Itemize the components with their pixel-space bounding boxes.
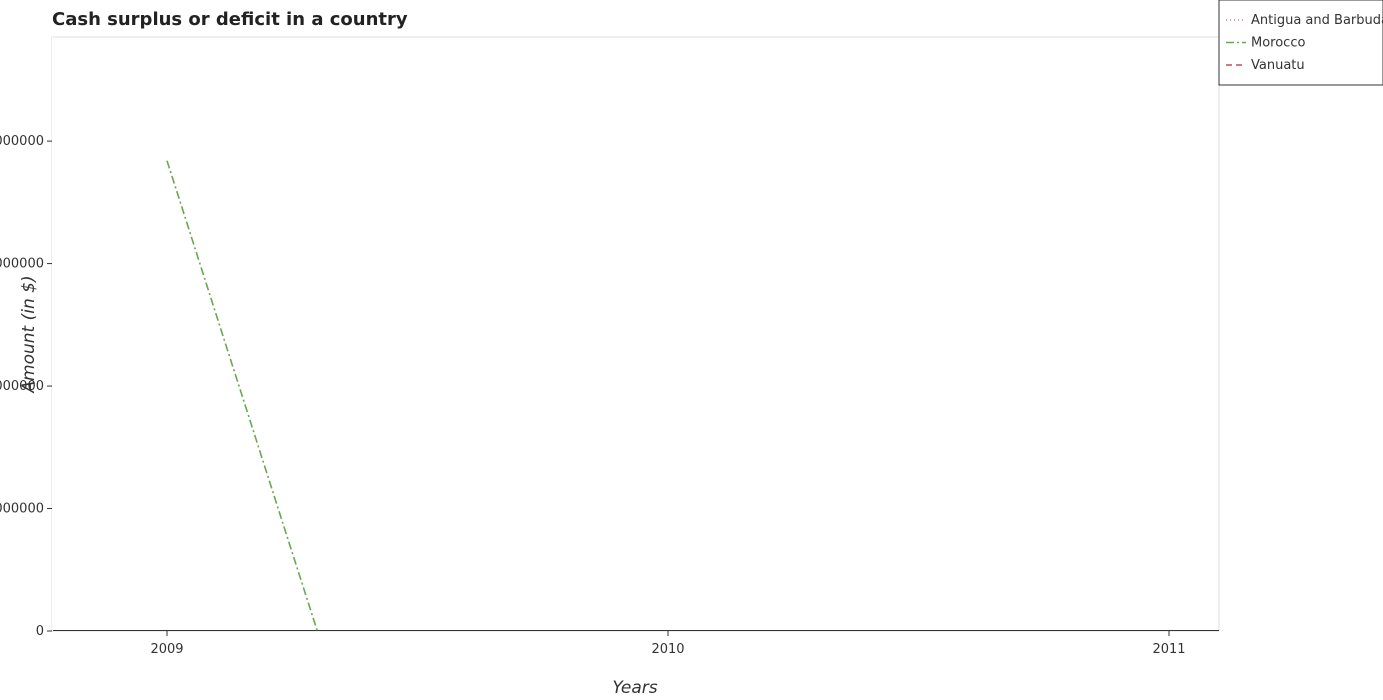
- x-axis-label: Years: [612, 678, 657, 698]
- legend-label: Vanuatu: [1251, 58, 1305, 73]
- y-tick-label: 4000000000: [0, 379, 44, 394]
- x-axis-ticks: 2009 2010 2011: [150, 631, 1186, 657]
- chart-title: Cash surplus or deficit in a country: [52, 9, 408, 30]
- y-axis-label: Amount (in $): [19, 275, 39, 393]
- x-tick-label: 2009: [150, 642, 183, 657]
- y-tick-label: 6000000000: [0, 257, 44, 272]
- legend-label: Antigua and Barbuda: [1251, 13, 1383, 28]
- series-layer: [166, 160, 319, 632]
- x-tick-label: 2011: [1152, 642, 1185, 657]
- y-tick-label: 2000000000: [0, 502, 44, 517]
- x-tick-label: 2010: [651, 642, 684, 657]
- y-tick-label: 8000000000: [0, 134, 44, 149]
- y-axis-ticks: 0 2000000000 4000000000 6000000000 800000000…: [0, 134, 52, 639]
- legend: Antigua and Barbuda Morocco Vanuatu: [1218, 0, 1383, 86]
- y-tick-label: 0: [36, 624, 44, 639]
- plot-area: [51, 36, 1220, 632]
- series-line-morocco: [166, 160, 319, 632]
- legend-box: [1218, 0, 1383, 86]
- legend-label: Morocco: [1251, 36, 1305, 51]
